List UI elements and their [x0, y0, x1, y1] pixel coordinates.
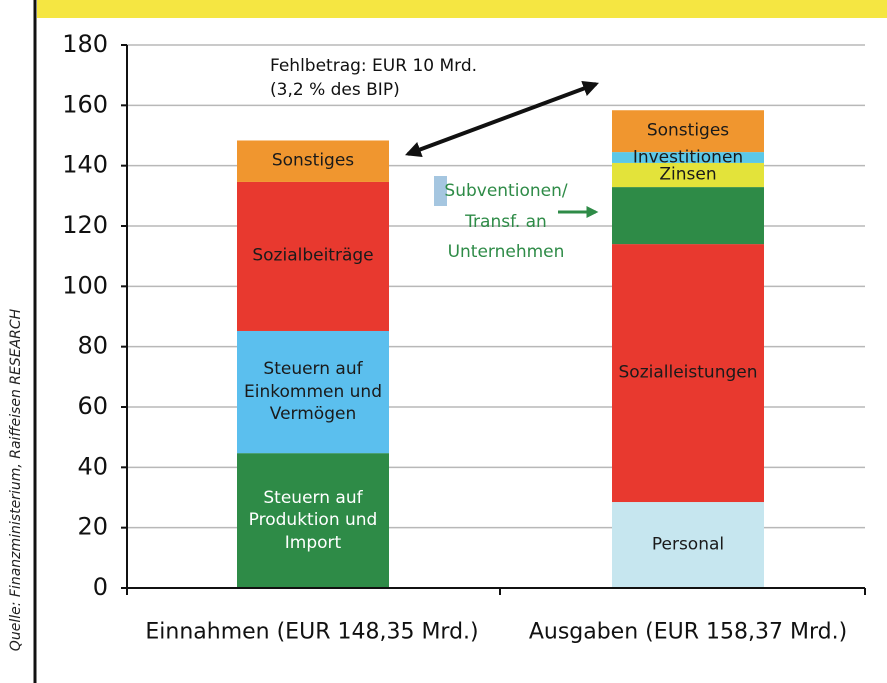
annotation: Fehlbetrag: EUR 10 Mrd. (3,2 % des BIP) — [270, 56, 478, 100]
y-tick-label: 60 — [77, 392, 108, 420]
y-tick-label: 160 — [62, 90, 108, 118]
y-tick-label: 0 — [93, 573, 108, 601]
x-tick-label: Einnahmen (EUR 148,35 Mrd.) — [145, 619, 479, 645]
x-tick-label: Ausgaben (EUR 158,37 Mrd.) — [528, 619, 848, 645]
deficit-arrow — [405, 80, 599, 158]
bar-segment — [612, 244, 764, 503]
segment-label: Subventionen/ Transf. an Unternehmen — [444, 181, 568, 263]
segment-label: Sonstiges — [646, 120, 730, 141]
segment-label: Sonstiges — [271, 150, 355, 171]
bar-segment — [612, 110, 764, 153]
bar-segment — [612, 162, 764, 188]
y-tick-label: 40 — [77, 452, 108, 480]
segment-label: Investitionen — [632, 147, 744, 168]
y-tick-label: 120 — [62, 211, 108, 239]
bar-segment — [237, 330, 389, 454]
bar-segment — [237, 453, 389, 588]
segment-label: Sozialleistungen — [618, 362, 758, 383]
bar-segment — [237, 140, 389, 182]
bar-segment — [237, 181, 389, 331]
y-tick-label: 80 — [77, 332, 108, 360]
segment-label: Personal — [651, 534, 725, 555]
header-band — [37, 0, 887, 18]
y-tick-label: 100 — [62, 271, 108, 299]
segment-label: Steuern auf Produktion und Import — [248, 487, 378, 553]
bar-segment — [612, 187, 764, 245]
segment-label: Steuern auf Einkommen und Vermögen — [244, 359, 382, 425]
y-tick-label: 140 — [62, 151, 108, 179]
bar-segment — [612, 152, 764, 163]
y-tick-label: 180 — [62, 30, 108, 58]
segment-label: Sozialbeiträge — [252, 246, 374, 267]
highlight — [434, 176, 447, 206]
y-tick-label: 20 — [77, 513, 108, 541]
bar-segment — [612, 502, 764, 588]
source: Quelle: Finanzministerium, Raiffeisen RE… — [8, 308, 24, 652]
segment-label: Zinsen — [659, 164, 717, 185]
